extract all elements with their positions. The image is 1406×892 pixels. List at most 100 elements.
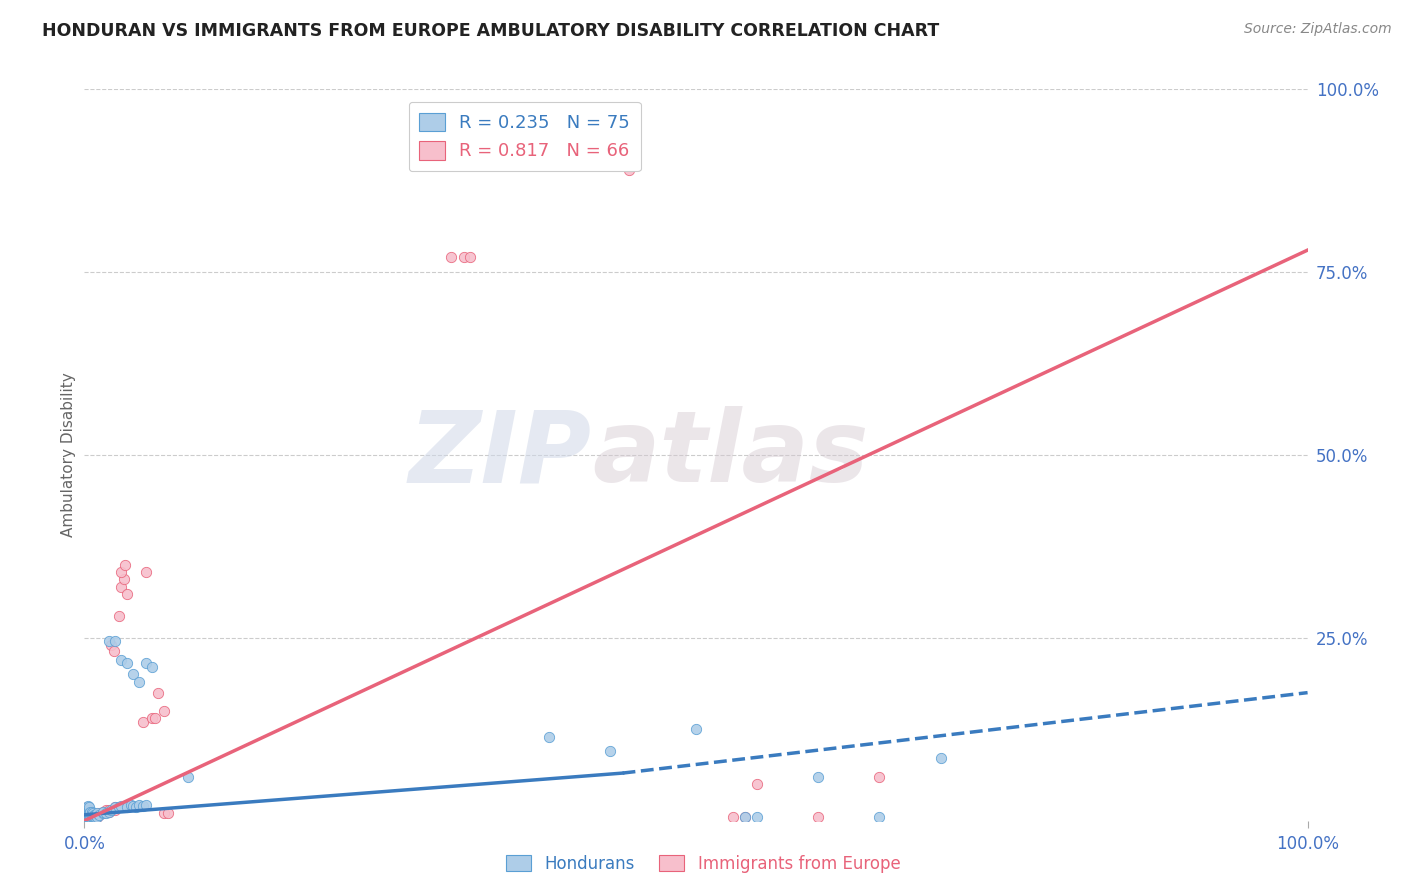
Point (599, 744, 621, 758)
Point (82, 807, 104, 822)
Point (929, 751, 952, 765)
Point (122, 667, 145, 681)
Point (115, 800, 138, 814)
Point (77, 807, 100, 822)
Point (96, 806, 118, 821)
Point (104, 803, 127, 817)
Point (153, 704, 176, 718)
Point (103, 644, 125, 658)
Point (110, 799, 132, 814)
Point (110, 565, 132, 579)
Point (76, 807, 98, 822)
Point (87, 807, 110, 822)
Point (440, 251, 463, 265)
Point (96, 805, 118, 819)
Point (115, 587, 138, 601)
Point (97, 805, 120, 819)
Point (80, 807, 103, 822)
Point (77, 807, 100, 822)
Text: ZIP: ZIP (409, 407, 592, 503)
Point (107, 608, 129, 623)
Point (156, 806, 179, 821)
Point (83, 810, 105, 824)
Point (86, 810, 108, 824)
Point (77, 806, 100, 821)
Point (125, 800, 148, 814)
Point (82, 810, 104, 824)
Point (122, 799, 145, 814)
Point (77, 800, 100, 814)
Point (80, 807, 103, 822)
Point (128, 674, 150, 689)
Legend: R = 0.235   N = 75, R = 0.817   N = 66: R = 0.235 N = 75, R = 0.817 N = 66 (409, 102, 641, 171)
Point (75, 810, 97, 824)
Point (104, 800, 127, 814)
Point (75, 807, 97, 822)
Point (77, 810, 100, 824)
Point (77, 803, 100, 817)
Point (146, 686, 169, 700)
Point (76, 803, 98, 817)
Point (76, 810, 98, 824)
Point (141, 660, 163, 674)
Point (115, 657, 138, 671)
Point (76, 810, 98, 824)
Point (77, 810, 100, 824)
Point (79, 810, 101, 824)
Point (75, 807, 97, 822)
Point (79, 807, 101, 822)
Point (107, 800, 129, 814)
Point (538, 730, 561, 744)
Point (75, 803, 97, 817)
Point (110, 580, 132, 594)
Point (79, 806, 101, 821)
Point (76, 807, 98, 822)
Point (177, 770, 200, 784)
Point (77, 807, 100, 822)
Point (153, 806, 176, 821)
Text: HONDURAN VS IMMIGRANTS FROM EUROPE AMBULATORY DISABILITY CORRELATION CHART: HONDURAN VS IMMIGRANTS FROM EUROPE AMBUL… (42, 22, 939, 40)
Point (135, 565, 157, 579)
Point (77, 806, 100, 821)
Point (86, 810, 108, 824)
Point (76, 806, 98, 821)
Point (75, 810, 97, 824)
Point (721, 810, 744, 824)
Point (104, 800, 127, 814)
Point (77, 810, 100, 824)
Point (91, 806, 114, 821)
Point (104, 634, 127, 648)
Point (76, 803, 98, 817)
Point (100, 638, 122, 652)
Point (77, 800, 100, 814)
Point (77, 803, 100, 817)
Point (453, 251, 475, 265)
Point (83, 807, 105, 822)
Point (79, 806, 101, 821)
Point (79, 810, 101, 824)
Point (82, 807, 104, 822)
Point (80, 810, 103, 824)
Text: Source: ZipAtlas.com: Source: ZipAtlas.com (1244, 22, 1392, 37)
Point (128, 797, 150, 812)
Point (77, 806, 100, 821)
Point (685, 723, 707, 737)
Point (141, 711, 163, 725)
Point (807, 770, 830, 784)
Point (135, 797, 157, 812)
Point (76, 800, 98, 814)
Point (77, 805, 100, 819)
Point (77, 800, 100, 814)
Point (84, 807, 107, 822)
Point (82, 806, 104, 821)
Point (75, 806, 97, 821)
Point (79, 807, 101, 822)
Point (869, 770, 891, 784)
Point (734, 810, 756, 824)
Point (135, 657, 157, 671)
Point (77, 806, 100, 821)
Point (84, 810, 107, 824)
Point (76, 800, 98, 814)
Point (84, 810, 107, 824)
Point (114, 558, 136, 572)
